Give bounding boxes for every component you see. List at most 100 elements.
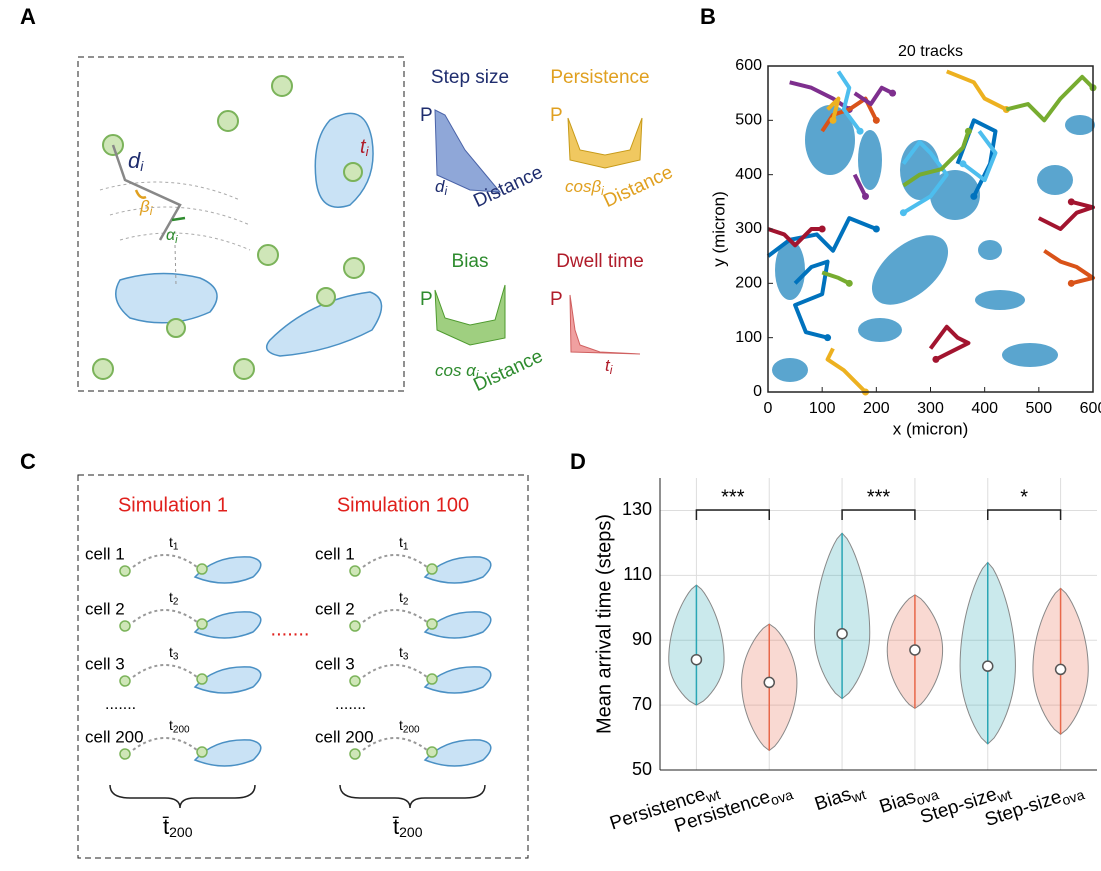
axis-label: Distance [600, 162, 676, 212]
axis-letter: P [420, 105, 433, 126]
cell [349, 620, 361, 632]
transit-time: t1 [399, 534, 409, 552]
y-tick-label: 200 [735, 275, 762, 292]
symbol: di [128, 148, 144, 174]
cell [119, 620, 131, 632]
distribution-variable: cos αi [435, 361, 479, 382]
mean-time-base: t̄ [393, 814, 399, 839]
cell [426, 673, 438, 685]
transit-time-base: t [399, 717, 403, 733]
cell-label: cell 3 [85, 654, 125, 673]
track [961, 130, 998, 183]
distribution-title: Bias [452, 251, 489, 272]
target-blob [423, 739, 492, 767]
y-tick-label: 600 [735, 57, 762, 74]
frame [77, 474, 529, 859]
gradient-arcs [99, 181, 251, 251]
transit-time-base: t [169, 534, 173, 550]
cell [349, 748, 361, 760]
transit-time-sub: 1 [403, 541, 409, 552]
track-end [970, 192, 978, 200]
x-tick-label-sub: wt [994, 786, 1013, 806]
y-tick-label: 0 [753, 383, 762, 400]
distribution-title: Dwell time [556, 251, 644, 272]
trajectory [111, 144, 182, 241]
x-tick-label: 200 [863, 400, 890, 417]
distribution-variable-base: cos α [435, 361, 477, 380]
cell [426, 563, 438, 575]
transit-arc [132, 609, 198, 623]
cell [426, 618, 438, 630]
target-blob [193, 739, 262, 767]
y-tick-label: 90 [632, 629, 652, 649]
symbol-base: β [139, 197, 150, 216]
significance-label: * [1020, 486, 1028, 508]
track-end [872, 225, 880, 233]
mean-time-sub: 200 [169, 824, 193, 840]
transit-arc [362, 737, 428, 751]
y-tick-label: 100 [735, 329, 762, 346]
track [836, 70, 862, 133]
transit-time-sub: 3 [403, 651, 409, 662]
cell [119, 565, 131, 577]
cell [119, 748, 131, 760]
cell-label: cell 200 [85, 727, 144, 746]
median-dot [836, 627, 848, 640]
axis-letter: P [420, 289, 433, 310]
distribution-variable: di [435, 177, 447, 198]
track-end [845, 279, 853, 287]
symbol: ti [360, 136, 370, 159]
cell [349, 565, 361, 577]
track [853, 85, 894, 107]
symbol-sub: i [150, 204, 153, 218]
distribution-title: Persistence [550, 67, 649, 88]
track [902, 130, 971, 188]
cell [196, 563, 208, 575]
distribution-variable: ti [605, 356, 613, 377]
distribution-variable-sub: i [601, 184, 604, 198]
axis-letter: P [550, 289, 563, 310]
symbol-base: d [128, 148, 141, 173]
track-end [964, 127, 972, 135]
track-end [872, 116, 880, 124]
obstacle-blobs [772, 105, 1095, 382]
track [821, 270, 851, 286]
track [1037, 199, 1095, 231]
distribution-title: Step size [431, 67, 509, 88]
x-tick-label-name: Bias [877, 787, 919, 818]
track [1005, 74, 1095, 123]
simulation-title: Simulation 1 [118, 494, 228, 516]
cell [349, 675, 361, 687]
track [928, 324, 971, 362]
simulation-title: Simulation 100 [337, 494, 469, 516]
median-dot [982, 660, 994, 672]
symbol: αi [166, 227, 178, 246]
target-blob [423, 666, 492, 694]
transit-time-sub: 1 [173, 541, 179, 552]
target-blob [423, 556, 492, 584]
track-end [862, 192, 869, 200]
transit-arc [362, 609, 428, 623]
panel-a-illustration: di βi αi ti [77, 56, 405, 392]
x-tick-label: 100 [809, 400, 836, 417]
target-blob [193, 556, 262, 584]
transit-time-sub: 200 [403, 724, 420, 735]
distribution-variable-sub: i [476, 368, 479, 382]
track [825, 347, 867, 394]
y-axis-label: y (micron) [709, 191, 728, 267]
y-tick-label: 130 [622, 499, 652, 519]
ellipsis: ....... [335, 696, 366, 713]
transit-time-sub: 200 [173, 724, 190, 735]
y-tick-label: 500 [735, 112, 762, 129]
track-end [824, 334, 832, 342]
median-dot [763, 676, 775, 689]
frame [77, 56, 405, 392]
distribution-variable-sub: i [444, 184, 447, 198]
distribution-variable-base: d [435, 177, 445, 196]
brace [339, 784, 486, 809]
track [767, 227, 823, 248]
transit-time: t3 [169, 644, 179, 662]
x-tick-label: Biaswt [812, 780, 868, 817]
x-tick-label-sub: ova [768, 786, 795, 808]
transit-arc [132, 664, 198, 678]
